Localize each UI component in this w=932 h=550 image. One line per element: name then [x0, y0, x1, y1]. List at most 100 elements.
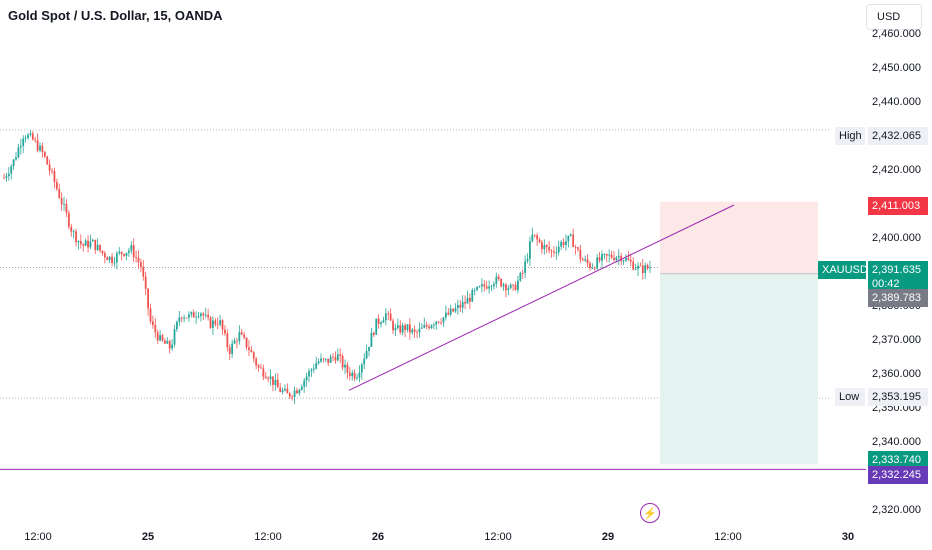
candle-body: [529, 241, 531, 259]
candle-body: [531, 234, 534, 242]
candle-body: [579, 249, 582, 260]
candle-body: [437, 321, 440, 323]
candle-body: [279, 387, 282, 393]
candle-body: [603, 254, 606, 255]
stop-loss-tag: 2,411.003: [868, 197, 928, 215]
candle-body: [512, 284, 515, 286]
candle-body: [36, 140, 39, 151]
low-value-tag: 2,353.195: [868, 388, 928, 406]
candle-body: [243, 334, 246, 338]
candle-body: [250, 349, 253, 353]
price-axis-label: 2,320.000: [872, 504, 921, 516]
candle-body: [341, 355, 344, 368]
candle-body: [377, 318, 380, 324]
candle-body: [389, 313, 392, 321]
candle-body: [284, 388, 286, 391]
candle-body: [353, 372, 356, 379]
candle-body: [384, 313, 387, 321]
candle-body: [127, 250, 130, 253]
candle-body: [10, 166, 13, 174]
candle-body: [574, 246, 577, 248]
candle-body: [329, 356, 332, 363]
candle-body: [420, 327, 423, 329]
symbol-tag[interactable]: XAUUSD: [818, 261, 868, 279]
candle-body: [51, 170, 53, 172]
candle-body: [461, 301, 464, 308]
currency-button[interactable]: USD: [866, 4, 922, 30]
candle-body: [27, 134, 29, 139]
take-profit-zone: [660, 273, 818, 465]
candle-body: [344, 364, 346, 368]
candle-body: [476, 286, 478, 290]
price-axis-label: 2,450.000: [872, 62, 921, 74]
candle-body: [231, 343, 234, 354]
candle-body: [411, 329, 414, 333]
candle-body: [627, 258, 630, 260]
candle-body: [142, 266, 145, 277]
candle-body: [625, 258, 627, 261]
candle-body: [493, 283, 495, 287]
candle-body: [298, 389, 301, 394]
candle-body: [176, 321, 178, 330]
candle-body: [524, 261, 527, 273]
candle-body: [276, 379, 279, 388]
candle-body: [615, 257, 618, 261]
candle-body: [322, 358, 325, 360]
candle-body: [507, 288, 510, 291]
candle-body: [286, 388, 289, 394]
candle-body: [147, 288, 149, 309]
candle-body: [430, 325, 433, 329]
candle-body: [372, 332, 375, 335]
candle-body: [541, 242, 543, 250]
candle-body: [123, 253, 125, 256]
candle-body: [365, 350, 368, 359]
candle-body: [370, 332, 373, 347]
candle-body: [423, 324, 426, 328]
candle-body: [620, 255, 623, 262]
candle-body: [536, 235, 539, 240]
lightning-icon[interactable]: ⚡: [640, 503, 660, 523]
candle-body: [363, 358, 366, 365]
symbol-title[interactable]: Gold Spot / U.S. Dollar, 15, OANDA: [8, 8, 223, 23]
candle-body: [485, 286, 488, 289]
candle-body: [468, 297, 471, 302]
candle-body: [17, 147, 20, 158]
candle-body: [238, 332, 241, 342]
candle-body: [581, 259, 584, 261]
candle-body: [447, 312, 450, 315]
candle-body: [509, 284, 512, 289]
candle-body: [572, 234, 575, 247]
candle-body: [622, 260, 625, 262]
candle-body: [346, 364, 349, 373]
candle-body: [490, 286, 493, 287]
candle-body: [464, 301, 466, 304]
candle-body: [644, 265, 647, 274]
candle-body: [517, 280, 519, 290]
candle-body: [646, 265, 649, 269]
candle-body: [483, 284, 486, 287]
candle-body: [589, 263, 591, 268]
candle-body: [416, 331, 418, 333]
candle-body: [166, 340, 169, 344]
candle-body: [471, 290, 474, 302]
candle-body: [519, 272, 522, 281]
stop-loss-zone: [660, 201, 818, 274]
candle-body: [65, 203, 68, 213]
candle-body: [58, 189, 61, 198]
candle-body: [255, 358, 258, 366]
candle-body: [288, 393, 291, 397]
time-axis-label: 26: [371, 531, 385, 543]
candle-body: [387, 313, 390, 315]
candle-body: [209, 317, 212, 328]
take-profit-tag: 2,333.740: [868, 451, 928, 469]
candle-body: [46, 156, 49, 165]
candle-body: [135, 257, 137, 259]
candle-body: [394, 328, 397, 331]
candle-body: [293, 390, 296, 397]
candle-body: [106, 257, 109, 261]
candle-body: [418, 328, 421, 333]
candle-body: [219, 320, 222, 325]
candle-body: [91, 239, 94, 242]
candle-body: [649, 267, 651, 269]
